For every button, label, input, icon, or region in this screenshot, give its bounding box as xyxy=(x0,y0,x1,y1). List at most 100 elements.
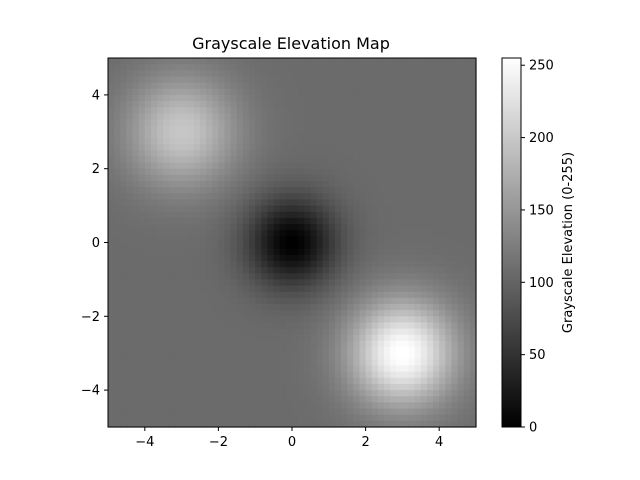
heatmap-cell xyxy=(310,58,318,65)
heatmap-cell xyxy=(414,297,422,305)
heatmap-cell xyxy=(249,217,256,225)
heatmap-cell xyxy=(249,101,256,108)
heatmap-cell xyxy=(377,181,385,188)
heatmap-cell xyxy=(206,353,213,360)
heatmap-cell xyxy=(200,390,207,397)
heatmap-cell xyxy=(126,119,134,127)
heatmap-cell xyxy=(298,137,305,145)
heatmap-cell xyxy=(150,390,158,397)
heatmap-cell xyxy=(261,76,269,84)
heatmap-cell xyxy=(126,205,134,213)
heatmap-cell xyxy=(322,390,330,397)
heatmap-cell xyxy=(273,94,281,102)
heatmap-cell xyxy=(402,76,410,84)
heatmap-cell xyxy=(224,267,232,274)
heatmap-cell xyxy=(334,420,342,428)
heatmap-cell xyxy=(359,125,367,133)
heatmap-cell xyxy=(175,267,183,274)
heatmap-cell xyxy=(273,144,281,151)
heatmap-cell xyxy=(206,150,213,157)
heatmap-cell xyxy=(169,377,177,385)
heatmap-cell xyxy=(310,297,318,305)
heatmap-cell xyxy=(120,322,127,330)
heatmap-cell xyxy=(218,205,226,213)
heatmap-cell xyxy=(163,402,170,410)
heatmap-cell xyxy=(120,260,127,268)
heatmap-cell xyxy=(451,316,459,324)
heatmap-cell xyxy=(236,199,244,207)
heatmap-cell xyxy=(408,242,416,250)
heatmap-cell xyxy=(433,168,440,176)
heatmap-cell xyxy=(469,131,477,139)
heatmap-cell xyxy=(181,70,189,78)
heatmap-cell xyxy=(390,316,397,324)
heatmap-cell xyxy=(206,236,213,244)
heatmap-cell xyxy=(347,168,354,176)
heatmap-cell xyxy=(273,168,281,176)
heatmap-cell xyxy=(457,248,465,256)
heatmap-cell xyxy=(230,58,238,65)
heatmap-cell xyxy=(359,304,367,311)
heatmap-cell xyxy=(371,156,379,164)
heatmap-cell xyxy=(347,371,354,379)
heatmap-cell xyxy=(341,248,348,256)
heatmap-cell xyxy=(414,236,422,244)
heatmap-cell xyxy=(181,236,189,244)
heatmap-cell xyxy=(163,383,170,391)
heatmap-cell xyxy=(420,390,428,397)
heatmap-cell xyxy=(322,119,330,127)
heatmap-cell xyxy=(193,273,201,280)
heatmap-cell xyxy=(347,291,354,299)
heatmap-cell xyxy=(261,211,269,219)
heatmap-cell xyxy=(236,310,244,317)
heatmap-cell xyxy=(353,334,361,342)
heatmap-cell xyxy=(322,279,330,287)
heatmap-cell xyxy=(267,125,275,133)
heatmap-cell xyxy=(439,70,446,78)
heatmap-cell xyxy=(457,137,465,145)
heatmap-cell xyxy=(267,304,275,311)
heatmap-cell xyxy=(408,162,416,170)
heatmap-cell xyxy=(414,377,422,385)
heatmap-cell xyxy=(402,279,410,287)
heatmap-cell xyxy=(390,76,397,84)
heatmap-cell xyxy=(273,131,281,139)
heatmap-cell xyxy=(108,113,115,121)
heatmap-cell xyxy=(322,365,330,373)
heatmap-cell xyxy=(347,340,354,348)
heatmap-cell xyxy=(212,181,219,188)
heatmap-cell xyxy=(200,322,207,330)
heatmap-cell xyxy=(267,187,275,194)
heatmap-cell xyxy=(457,396,465,403)
heatmap-cell xyxy=(304,359,311,367)
heatmap-cell xyxy=(292,377,299,385)
heatmap-cell xyxy=(126,316,134,324)
heatmap-cell xyxy=(242,347,250,354)
heatmap-cell xyxy=(157,304,164,311)
heatmap-cell xyxy=(285,248,293,256)
heatmap-cell xyxy=(451,279,459,287)
heatmap-cell xyxy=(267,267,275,274)
heatmap-cell xyxy=(181,230,189,237)
heatmap-cell xyxy=(469,205,477,213)
heatmap-cell xyxy=(144,162,152,170)
heatmap-cell xyxy=(408,285,416,293)
heatmap-cell xyxy=(457,217,465,225)
heatmap-cell xyxy=(138,230,146,237)
heatmap-cell xyxy=(200,267,207,274)
heatmap-cell xyxy=(347,260,354,268)
heatmap-cell xyxy=(390,260,397,268)
heatmap-cell xyxy=(187,224,195,231)
heatmap-cell xyxy=(384,131,391,139)
heatmap-cell xyxy=(377,285,385,293)
heatmap-cell xyxy=(285,285,293,293)
heatmap-cell xyxy=(402,156,410,164)
heatmap-cell xyxy=(187,304,195,311)
heatmap-cell xyxy=(359,310,367,317)
heatmap-cell xyxy=(384,328,391,336)
heatmap-cell xyxy=(451,248,459,256)
heatmap-cell xyxy=(169,297,177,305)
heatmap-cell xyxy=(138,137,146,145)
heatmap-cell xyxy=(175,101,183,108)
